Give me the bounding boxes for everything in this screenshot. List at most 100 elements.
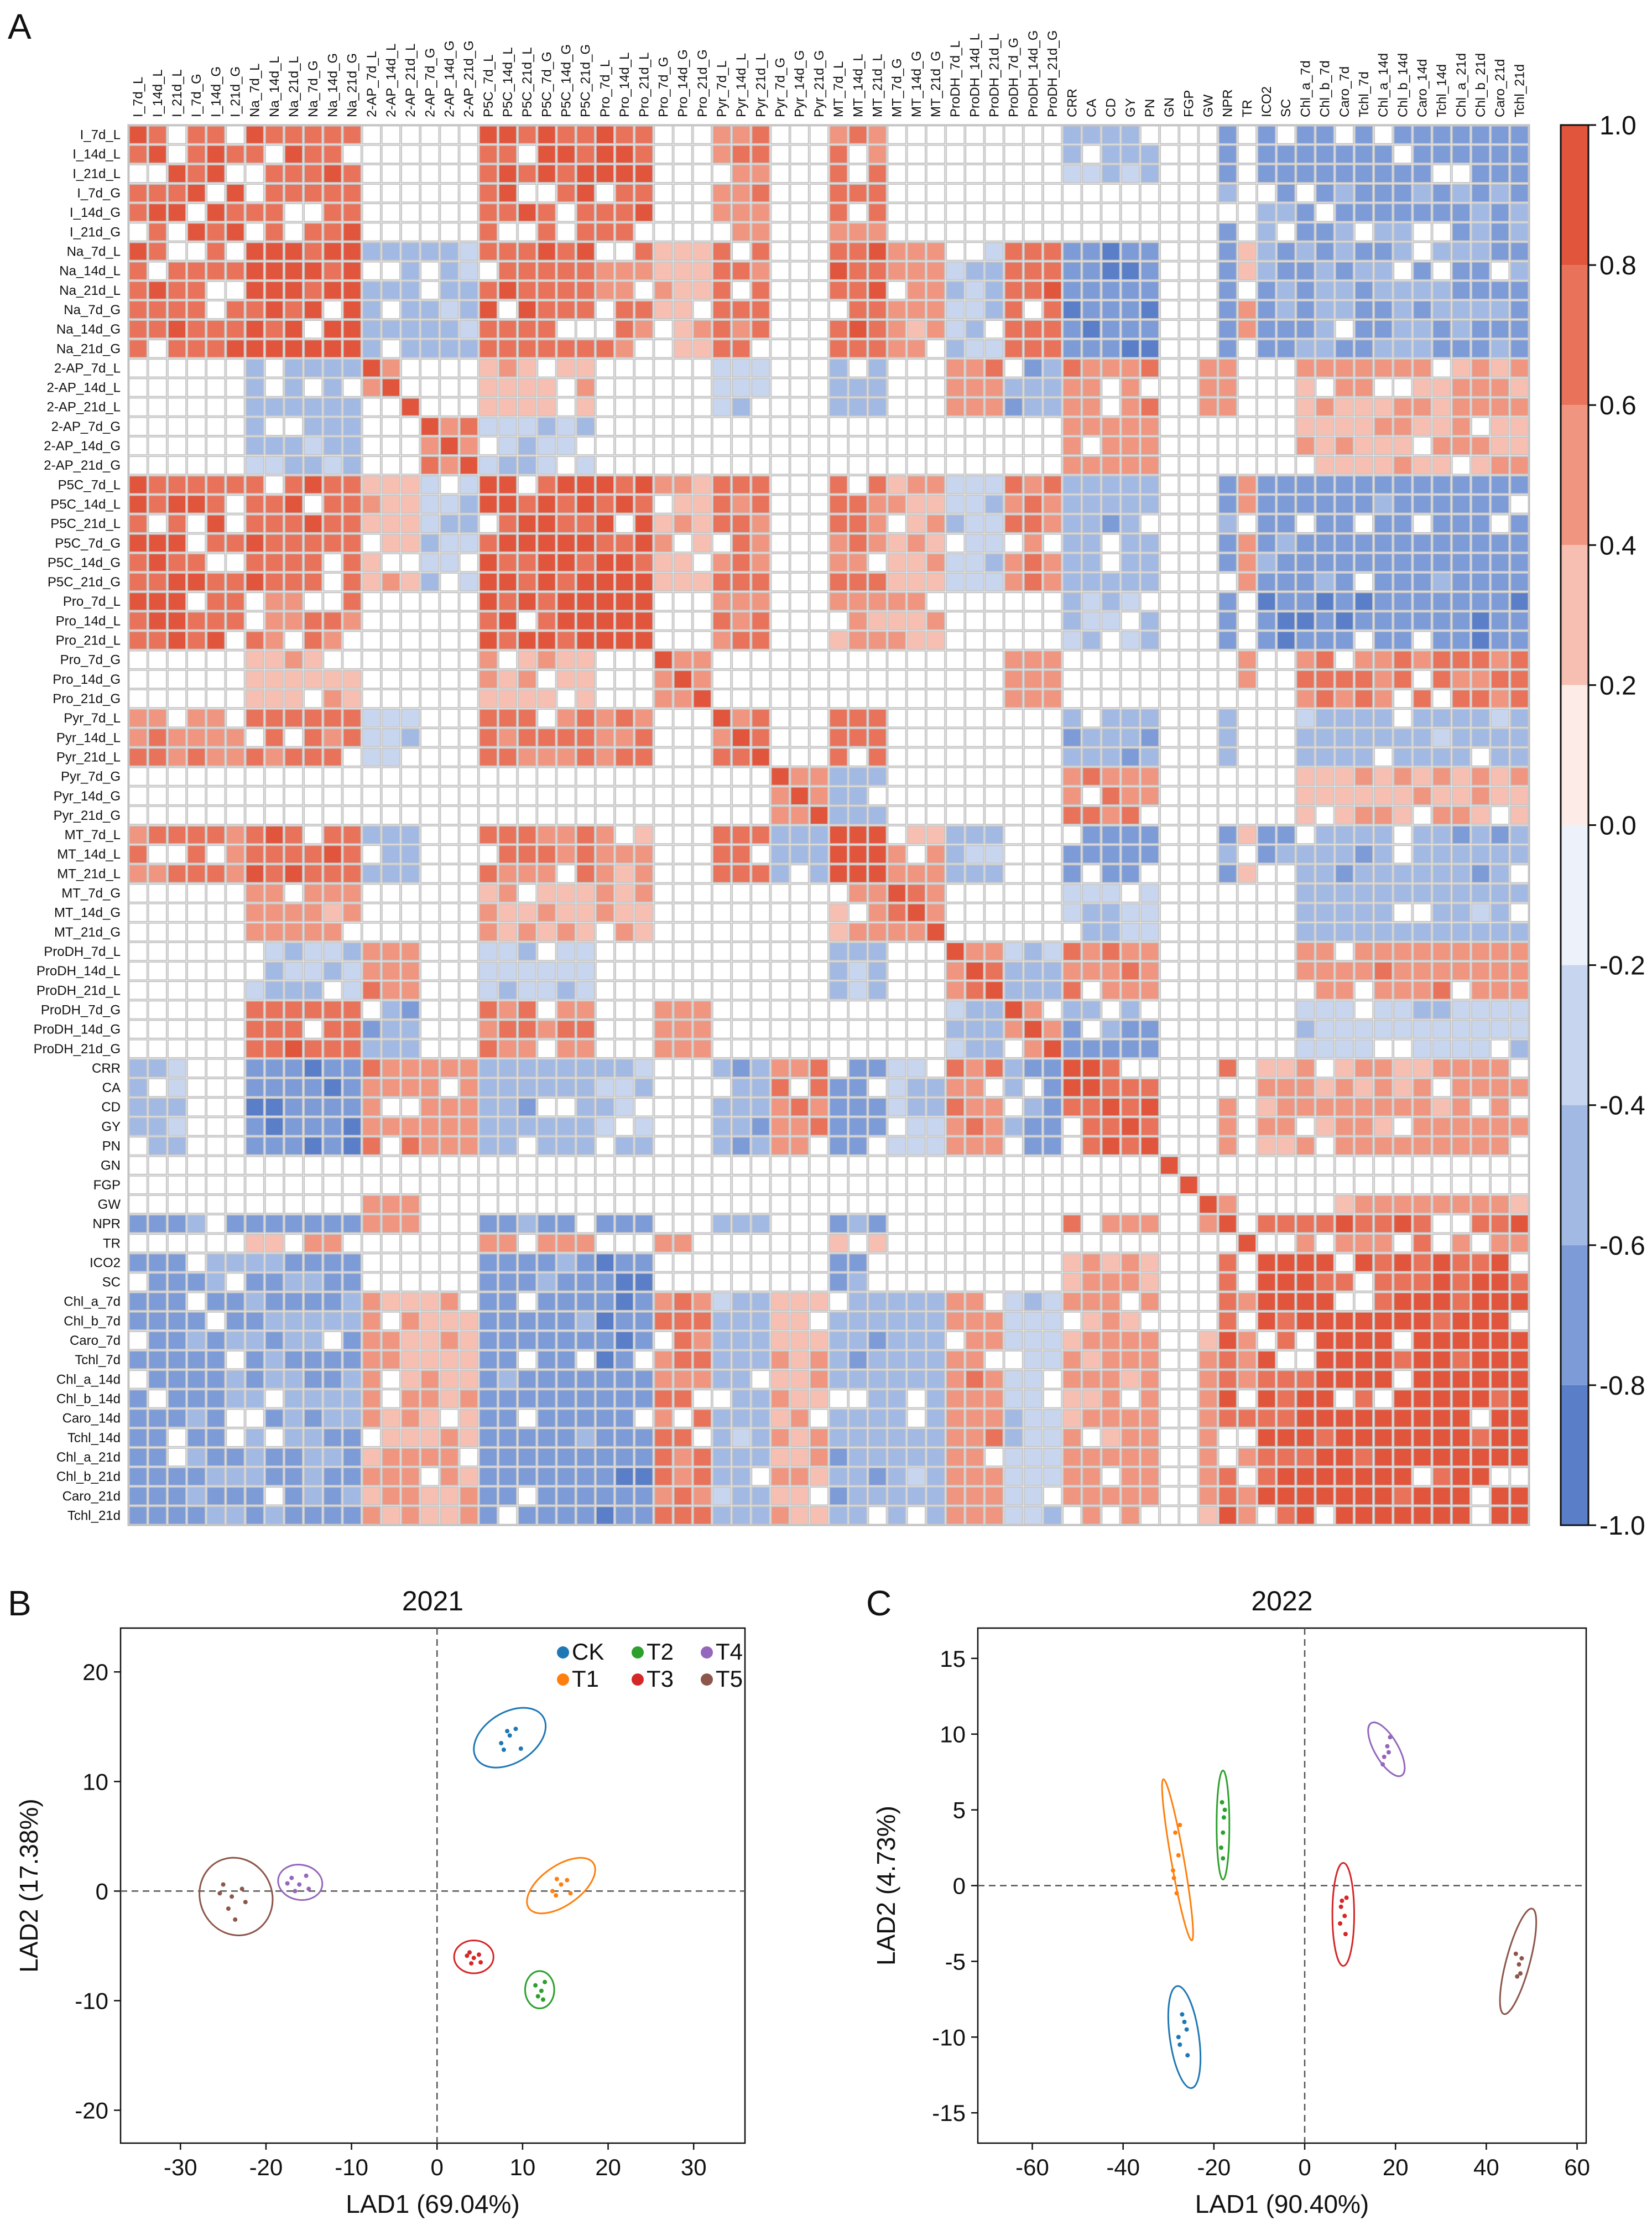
heatmap-cell [517, 572, 537, 592]
heatmap-cell [1257, 1272, 1276, 1292]
heatmap-cell [887, 805, 906, 825]
heatmap-cell [1237, 1253, 1257, 1272]
heatmap-cell [1082, 650, 1101, 670]
heatmap-cell [1315, 1039, 1335, 1059]
heatmap-cell [1296, 495, 1315, 514]
heatmap-cell [868, 1000, 887, 1020]
heatmap-cell [1023, 1117, 1043, 1136]
heatmap-cell [556, 1272, 576, 1292]
heatmap-cell [323, 844, 342, 864]
heatmap-cell [303, 786, 323, 806]
heatmap-cell [186, 1428, 206, 1448]
heatmap-cell [1218, 1194, 1238, 1214]
heatmap-cell [887, 1175, 906, 1195]
heatmap-cell [1335, 572, 1354, 592]
heatmap-cell [1276, 922, 1296, 942]
heatmap-cell [1276, 786, 1296, 806]
heatmap-cell [1062, 553, 1082, 573]
heatmap-cell [1159, 708, 1179, 728]
heatmap-cell [1335, 1292, 1354, 1312]
heatmap-cell [926, 1253, 946, 1272]
heatmap-cell [498, 1020, 518, 1039]
heatmap-cell [128, 1447, 148, 1467]
heatmap-cell [965, 514, 984, 534]
heatmap-cell [1354, 1234, 1374, 1253]
heatmap-cell [1121, 1234, 1140, 1253]
heatmap-cell [128, 1389, 148, 1408]
heatmap-cell [634, 942, 654, 961]
heatmap-cell [1043, 1136, 1062, 1156]
heatmap-cell [206, 1370, 226, 1389]
heatmap-cell [556, 1097, 576, 1117]
heatmap-cell [400, 689, 420, 709]
heatmap-cell [731, 1234, 751, 1253]
heatmap-cell [1315, 669, 1335, 689]
heatmap-cell [1510, 183, 1529, 203]
heatmap-cell [828, 1253, 848, 1272]
heatmap-cell [770, 844, 790, 864]
heatmap-cell [1413, 455, 1432, 475]
heatmap-cell [828, 455, 848, 475]
heatmap-cell [537, 1292, 556, 1312]
heatmap-cell [323, 358, 342, 378]
heatmap-cell [1490, 261, 1510, 281]
heatmap-cell [1296, 1136, 1315, 1156]
heatmap-cell [1451, 727, 1471, 747]
heatmap-cell [1490, 1370, 1510, 1389]
heatmap-cell [828, 844, 848, 864]
heatmap-cell [128, 417, 148, 436]
heatmap-cell [1276, 1350, 1296, 1370]
heatmap-cell [303, 553, 323, 573]
heatmap-cell [1335, 125, 1354, 144]
heatmap-cell [284, 358, 304, 378]
heatmap-cell [1004, 864, 1024, 883]
heatmap-cell [1413, 495, 1432, 514]
heatmap-cell [965, 1330, 984, 1350]
heatmap-cell [1373, 280, 1393, 300]
heatmap-cell [1354, 183, 1374, 203]
heatmap-cell [654, 475, 673, 495]
heatmap-cell [498, 1175, 518, 1195]
heatmap-cell [245, 378, 265, 397]
heatmap-cell [634, 533, 654, 553]
heatmap-cell [1179, 261, 1198, 281]
heatmap-cell [731, 942, 751, 961]
heatmap-cell [1101, 1389, 1121, 1408]
heatmap-cell [1354, 650, 1374, 670]
heatmap-cell [1121, 805, 1140, 825]
heatmap-cell [848, 883, 868, 903]
heatmap-cell [517, 1136, 537, 1156]
heatmap-cell [381, 1214, 401, 1234]
heatmap-cell [1354, 533, 1374, 553]
heatmap-cell [1296, 455, 1315, 475]
heatmap-cell [576, 1078, 596, 1098]
heatmap-cell [634, 1408, 654, 1428]
heatmap-cell [673, 514, 693, 534]
heatmap-cell [303, 280, 323, 300]
heatmap-cell [303, 825, 323, 845]
heatmap-cell [245, 397, 265, 417]
heatmap-cell [478, 280, 498, 300]
heatmap-cell [498, 980, 518, 1000]
heatmap-cell [1198, 903, 1218, 923]
heatmap-cell [1004, 436, 1024, 456]
heatmap-cell [1140, 825, 1160, 845]
heatmap-cell [1237, 319, 1257, 339]
heatmap-cell [1159, 475, 1179, 495]
heatmap-cell [1101, 980, 1121, 1000]
heatmap-cell [1490, 1136, 1510, 1156]
heatmap-cell [459, 125, 479, 144]
heatmap-cell [1257, 1000, 1276, 1020]
heatmap-cell [1510, 553, 1529, 573]
heatmap-cell [770, 1253, 790, 1272]
heatmap-cell [1471, 1058, 1491, 1078]
heatmap-cell [1159, 903, 1179, 923]
heatmap-cell [148, 903, 168, 923]
heatmap-cell [1432, 1447, 1452, 1467]
heatmap-cell [537, 650, 556, 670]
heatmap-cell [148, 650, 168, 670]
heatmap-cell [1101, 261, 1121, 281]
heatmap-cell [556, 611, 576, 631]
heatmap-cell [1179, 805, 1198, 825]
heatmap-cell [1218, 631, 1238, 650]
